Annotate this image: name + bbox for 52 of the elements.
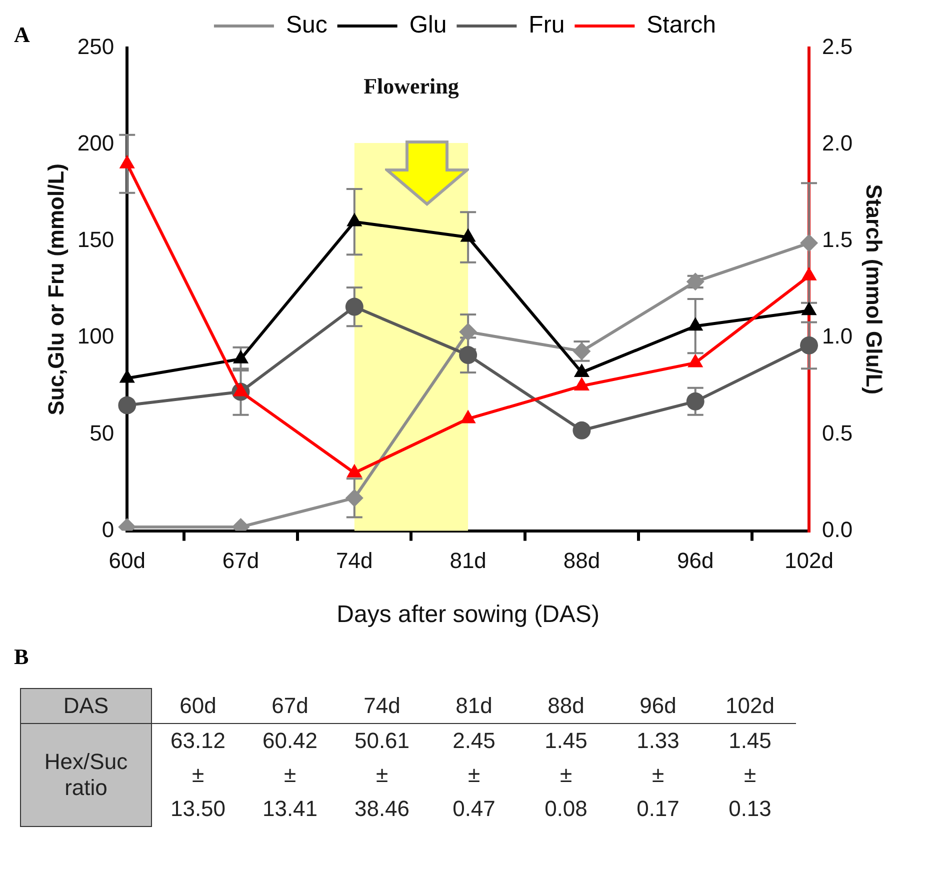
category-label: 81d [428,688,520,724]
y-tick-label: 150 [77,227,114,252]
x-axis-title: Days after sowing (DAS) [336,601,600,628]
x-tick-label: 67d [222,548,260,574]
text: 60.42 ± 13.41 [262,728,318,821]
point [801,266,817,280]
y-tick-label: 250 [77,34,114,60]
x-tick-label: 96d [677,548,714,574]
legend-label: Starch [646,12,716,39]
x-tick-label: 81d [450,548,486,574]
category-label: 88d [520,688,612,724]
y2-tick-label: 1.0 [822,324,853,349]
y-tick-label: 0 [102,516,114,542]
chart-title: A [14,22,30,48]
text: B [14,644,29,670]
y2-tick-label: 2.5 [822,34,853,60]
y-tick-label: 50 [90,420,114,446]
text: 1.33 ± 0.17 [636,728,680,821]
text: 63.12 ± 13.50 [170,728,226,821]
y-axis-title: Suc,Glu or Fru (mmol/L) [43,164,68,416]
y2-tick-label: 1.5 [822,227,853,252]
point [346,464,362,478]
category-label: 102d [704,688,796,724]
text: DAS [20,688,152,724]
category-label: 96d [612,688,704,724]
x-tick-label: 102d [784,548,834,574]
text: 1.45 ± 0.13 [728,728,772,821]
point [119,154,135,168]
category-label: 74d [336,688,428,724]
legend-label: Suc [286,12,328,39]
legend-label: Glu [409,12,447,39]
y2-tick-label: 2.0 [822,130,853,156]
x-tick-label: 74d [336,548,373,574]
text: 2.45 ± 0.47 [452,728,496,821]
text: 1.45 ± 0.08 [544,728,588,821]
y2-axis-title: Starch (mmol Glu/L) [862,184,887,395]
text: 50.61 ± 38.46 [354,728,410,821]
y2-tick-label: 0.0 [822,516,853,542]
y-tick-label: 200 [77,130,114,156]
point [574,376,590,390]
band-label: Flowering [364,74,459,99]
category-label: 67d [244,688,336,724]
point [460,410,476,424]
x-tick-label: 60d [108,548,146,574]
text: Hex/Suc ratio [20,724,152,826]
point [232,382,249,396]
legend-label: Fru [528,12,565,39]
point [688,354,704,368]
x-tick-label: 88d [563,548,600,574]
y2-tick-label: 0.5 [822,420,853,446]
y-tick-label: 100 [77,324,114,349]
category-label: 60d [152,688,244,724]
